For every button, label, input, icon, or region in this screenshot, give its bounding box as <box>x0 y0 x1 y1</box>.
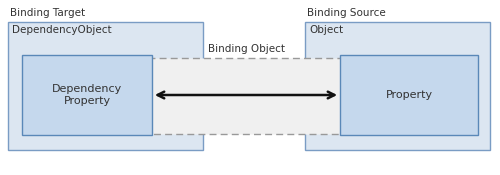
FancyBboxPatch shape <box>8 22 203 150</box>
Text: Binding Source: Binding Source <box>307 8 386 18</box>
Text: Dependency
Property: Dependency Property <box>52 84 122 106</box>
Text: Binding Object: Binding Object <box>208 44 284 54</box>
Text: Binding Target: Binding Target <box>10 8 85 18</box>
FancyBboxPatch shape <box>22 55 152 135</box>
Text: Property: Property <box>386 90 432 100</box>
FancyBboxPatch shape <box>340 55 478 135</box>
Text: Object: Object <box>309 25 343 35</box>
Text: DependencyObject: DependencyObject <box>12 25 112 35</box>
FancyBboxPatch shape <box>305 22 490 150</box>
FancyBboxPatch shape <box>148 58 344 134</box>
